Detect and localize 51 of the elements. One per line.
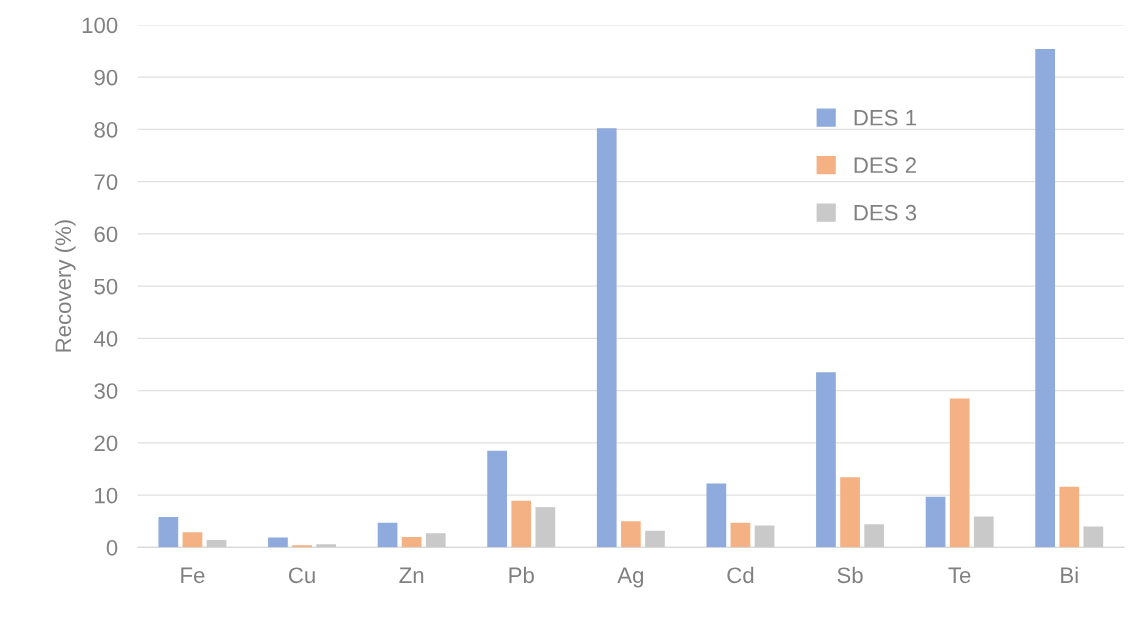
y-tick-label: 100 <box>82 17 118 34</box>
bar <box>864 524 885 548</box>
y-tick-label: 0 <box>106 539 118 556</box>
y-tick-label: 60 <box>94 226 118 243</box>
bar <box>377 522 398 548</box>
legend-label: DES 3 <box>854 204 917 221</box>
x-tick-label: Pb <box>509 566 534 584</box>
bar <box>206 540 227 548</box>
x-tick-label: Te <box>948 567 971 584</box>
x-tick-label: Ag <box>617 567 644 588</box>
x-tick-label: Cd <box>727 566 754 584</box>
y-tick-label: 70 <box>94 174 118 190</box>
bar <box>973 516 994 548</box>
bar <box>316 544 337 548</box>
bar <box>182 532 203 548</box>
x-tick-label: Zn <box>399 567 424 583</box>
y-tick-label: 40 <box>93 330 118 347</box>
bar <box>292 545 312 548</box>
bar <box>925 496 946 548</box>
bar <box>1083 526 1104 548</box>
y-tick-label: 10 <box>95 487 118 504</box>
bar <box>754 525 775 548</box>
y-tick-label: 30 <box>94 383 118 399</box>
bar <box>425 533 446 548</box>
bar <box>949 398 970 548</box>
bar <box>401 536 422 548</box>
bar <box>1035 48 1056 548</box>
bar <box>158 517 179 548</box>
x-tick-label: Sb <box>837 566 863 584</box>
legend-label: DES 2 <box>854 157 916 174</box>
bar <box>511 500 532 548</box>
bar <box>840 477 860 548</box>
bar <box>268 537 288 548</box>
y-tick-label: 90 <box>94 69 118 86</box>
bar <box>706 483 727 548</box>
bar <box>535 507 556 548</box>
bar <box>1059 486 1080 548</box>
bar <box>645 530 665 548</box>
y-tick-label: 20 <box>94 435 118 452</box>
bar <box>596 128 617 548</box>
x-tick-label: Cu <box>288 567 315 584</box>
bar <box>620 521 641 548</box>
y-axis-title: Recovery (%) <box>54 220 76 352</box>
y-tick-label: 50 <box>94 278 118 295</box>
bar <box>487 450 507 548</box>
x-tick-label: Bi <box>1061 566 1078 583</box>
x-tick-label: Fe <box>181 567 205 584</box>
y-tick-label: 80 <box>94 121 118 138</box>
bar <box>730 522 751 548</box>
legend-label: DES 1 <box>854 109 916 126</box>
bar <box>816 372 836 548</box>
